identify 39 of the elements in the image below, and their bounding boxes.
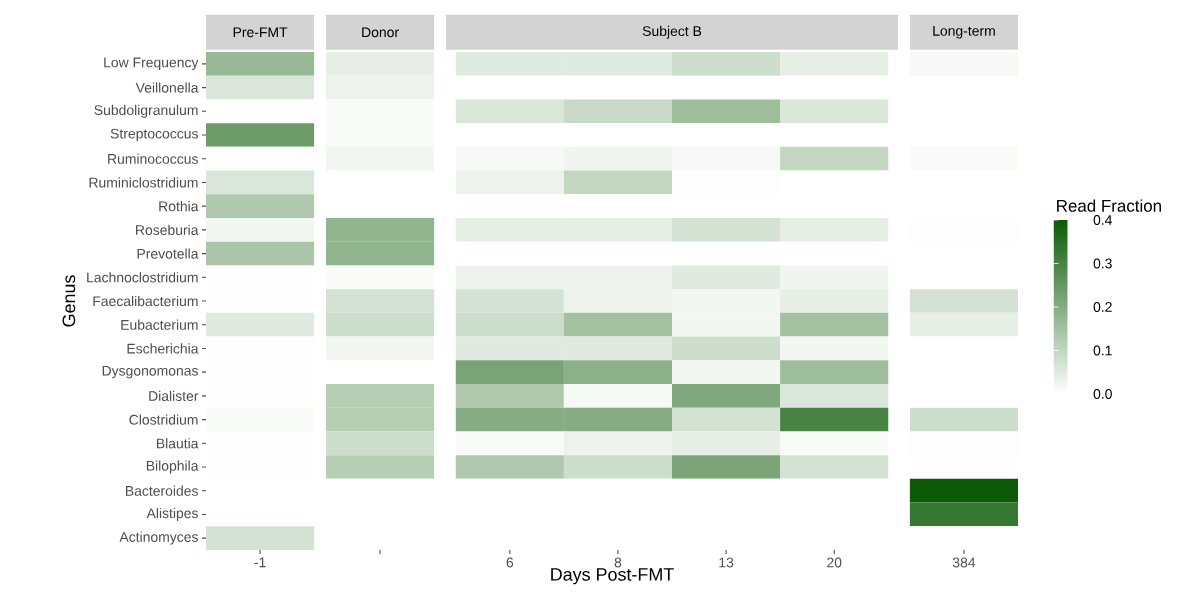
text: Subject B xyxy=(642,25,702,39)
y-axis-title: Genus xyxy=(62,275,76,327)
y-tick-label: Low Frequency xyxy=(104,57,199,71)
y-tick-label: Roseburia xyxy=(136,224,199,235)
color-bar-label: 0.1 xyxy=(1093,345,1112,356)
y-tick-label: Escherichia xyxy=(127,343,199,354)
text: Long-term xyxy=(933,26,995,39)
y-tick-label: Veillonella xyxy=(135,82,199,93)
y-tick-label: Lachnoclostridium xyxy=(87,272,198,283)
y-tick-label: Dysgonomonas xyxy=(102,365,198,379)
x-tick-label: 8 xyxy=(614,557,622,568)
color-bar-title: Read Fraction xyxy=(1057,199,1161,212)
color-bar-label: 0.0 xyxy=(1093,389,1112,399)
y-tick-label: Eubacterium xyxy=(121,319,198,330)
x-tick-label: 20 xyxy=(827,557,842,568)
y-tick-label: Faecalibacterium xyxy=(93,295,198,307)
color-bar-label: 0.3 xyxy=(1093,258,1112,269)
y-tick-label: Ruminococcus xyxy=(108,153,198,164)
y-tick-label: Ruminiclostridium xyxy=(89,177,198,188)
color-bar-label: 0.2 xyxy=(1093,302,1112,312)
color-bar-label: 0.4 xyxy=(1093,215,1113,225)
y-tick-label: Bilophila xyxy=(146,460,199,474)
y-tick-label: Rothia xyxy=(159,201,199,212)
y-tick-label: Dialister xyxy=(149,390,199,401)
y-tick-label: Prevotella xyxy=(137,248,199,259)
y-tick-label: Subdoligranulum xyxy=(94,104,198,118)
y-tick-label: Bacteroides xyxy=(125,485,198,496)
y-tick-label: Actinomyces xyxy=(119,531,198,545)
x-tick-label: 384 xyxy=(952,557,976,568)
x-tick-label: -1 xyxy=(254,557,266,568)
y-tick-label: Alistipes xyxy=(146,507,198,521)
x-tick-label: 13 xyxy=(719,557,734,568)
y-tick-label: Blautia xyxy=(156,438,199,449)
x-tick-label: 6 xyxy=(506,557,514,568)
y-tick-label: Streptococcus xyxy=(110,128,198,142)
text: Pre-FMT xyxy=(233,27,288,38)
x-axis-title: Days Post-FMT xyxy=(551,568,674,585)
y-tick-label: Clostridium xyxy=(129,414,198,425)
text: Donor xyxy=(362,27,399,38)
